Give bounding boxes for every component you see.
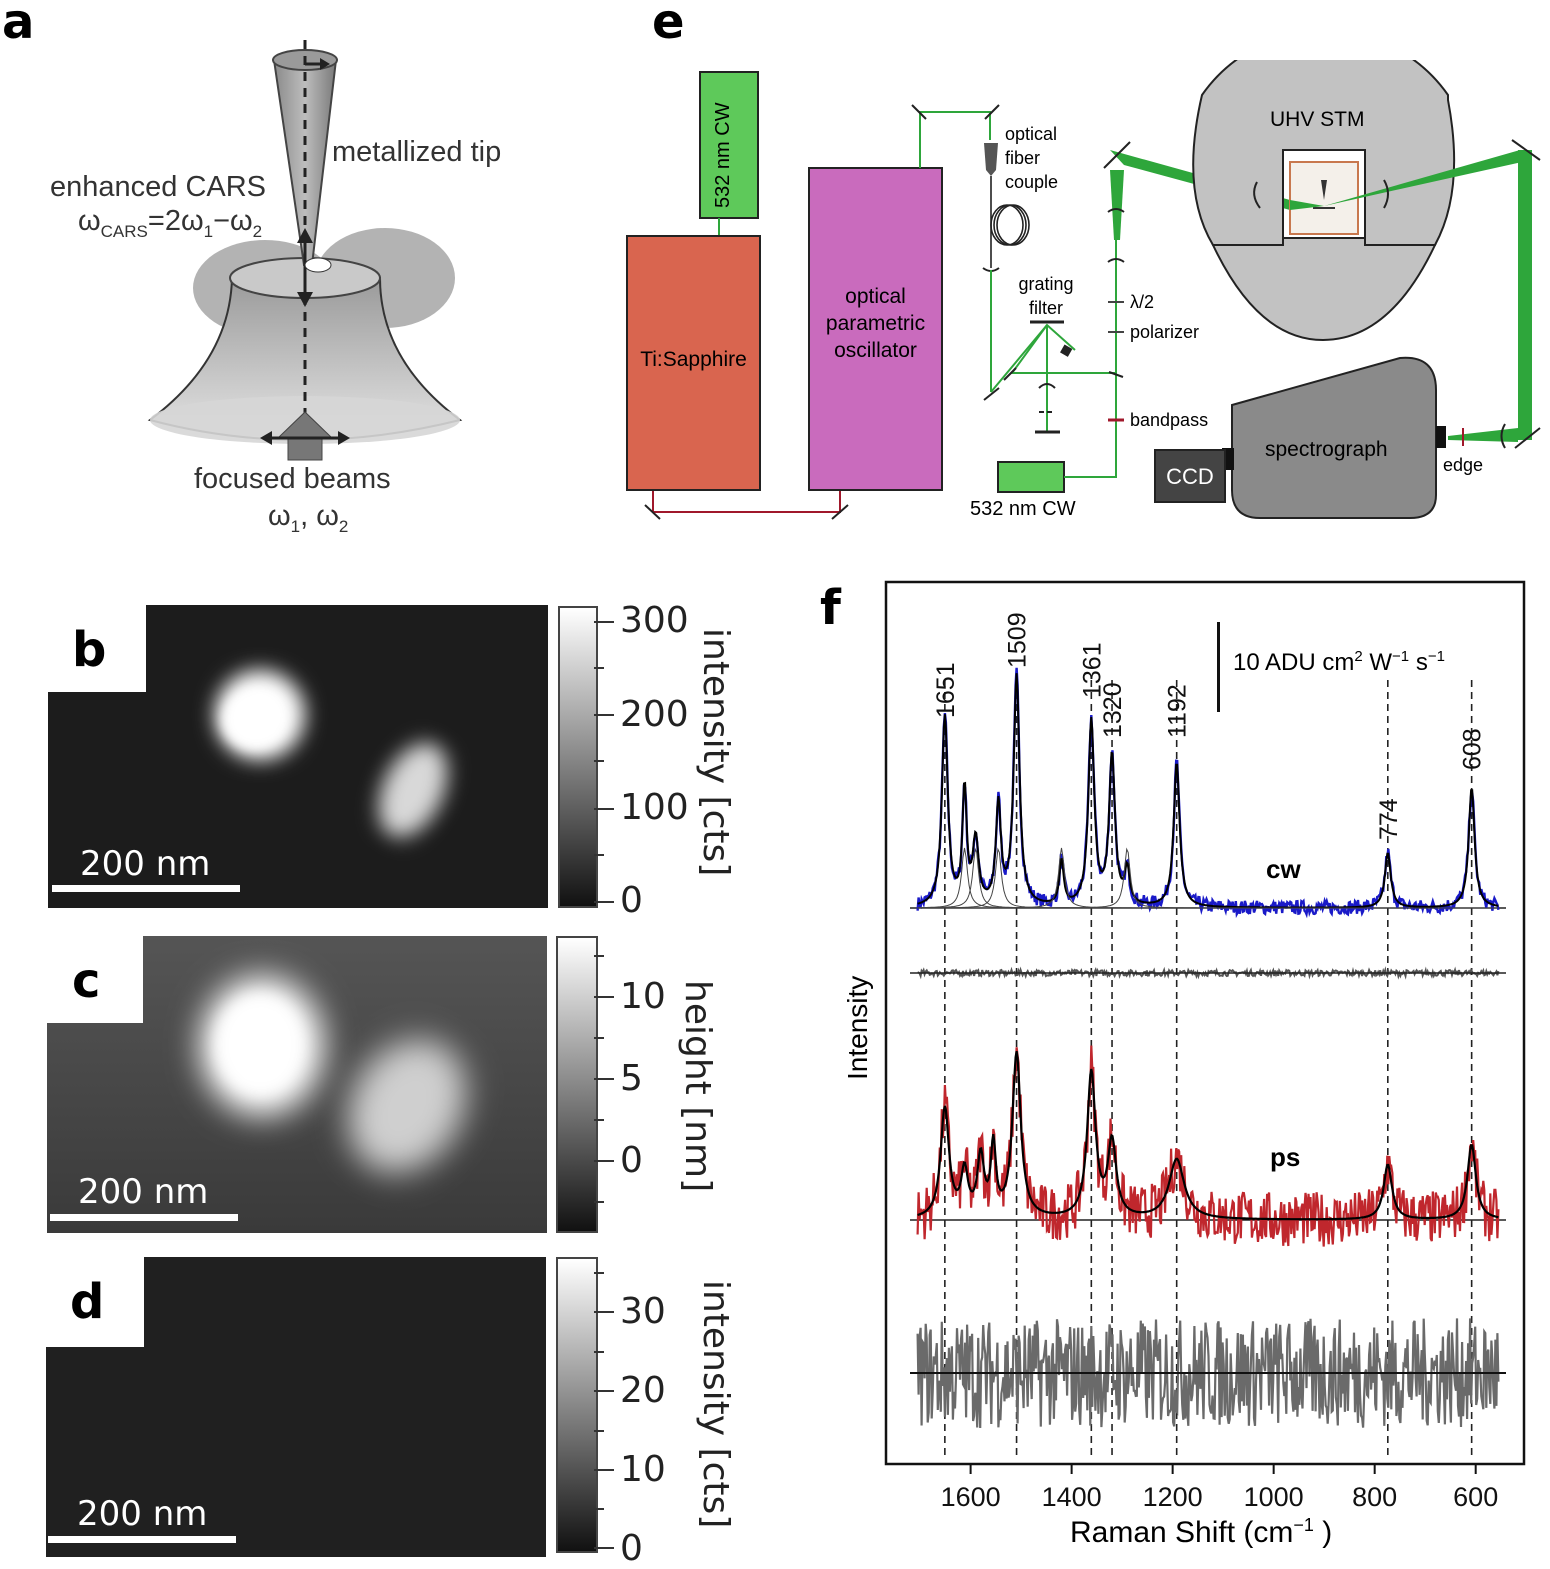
scale-bar-d: [48, 1536, 236, 1543]
colorbar-label-d: intensity [cts]: [695, 1280, 736, 1529]
colorbar-tick-c-1: 5: [620, 1058, 643, 1099]
colorbar-tick-b-1: 200: [620, 694, 689, 735]
tip-enhanced-intensity-map: [48, 605, 548, 908]
cw-laser-bottom-label: 532 nm CW: [970, 498, 1076, 520]
polarizer-label: polarizer: [1130, 322, 1200, 342]
peak-label-1651: 1651: [932, 662, 960, 718]
colorbar-b: [558, 606, 598, 908]
scale-bar-label-d: 200 nm: [77, 1494, 208, 1534]
cw-laser-bottom: [997, 461, 1065, 493]
cw-laser-top: [699, 71, 759, 219]
x-tick-label-1000: 1000: [1244, 1482, 1304, 1512]
trace-label-ps: ps: [1270, 1142, 1301, 1172]
panel-label-a: a: [2, 0, 35, 50]
cw-trace: [916, 667, 1500, 919]
tip-enhanced-cars-schematic: [147, 40, 463, 461]
cars-formula: ωCARS=2ω1−ω2: [78, 205, 263, 241]
beams-frequencies: ω1, ω2: [268, 500, 349, 536]
scale-bar-label-c: 200 nm: [78, 1172, 209, 1212]
x-tick-label-1400: 1400: [1042, 1482, 1102, 1512]
fiber-couple-label: optical fiber couple: [1005, 124, 1059, 192]
scale-bar-label-b: 200 nm: [80, 844, 211, 884]
ti-sapphire-laser: [626, 235, 761, 491]
cw-laser-top-label: 532 nm CW: [712, 102, 734, 208]
colorbar-label-b: intensity [cts]: [695, 628, 736, 877]
cw-fit: [917, 673, 1499, 909]
ps-residual-trace: [916, 1318, 1500, 1429]
colorbar-tick-d-0: 30: [620, 1291, 666, 1332]
colorbar-label-c: height [nm]: [677, 980, 718, 1193]
colorbar-tick-b-2: 100: [620, 787, 689, 828]
trace-label-cw: cw: [1266, 854, 1301, 884]
tip-label: metallized tip: [332, 136, 502, 168]
colorbar-tick-b-3: 0: [620, 880, 643, 921]
x-tick-label-1200: 1200: [1143, 1482, 1203, 1512]
colorbar-ticks-c: [594, 955, 614, 1203]
opo-box: [808, 167, 943, 491]
opo-label: optical parametric oscillator: [825, 285, 926, 362]
panel-label-b: b: [72, 622, 107, 678]
colorbar-tick-d-1: 20: [620, 1370, 666, 1411]
spectrograph-label: spectrograph: [1265, 438, 1388, 461]
ti-sapphire-label: Ti:Sapphire: [640, 348, 747, 371]
ccd-camera: [1154, 449, 1226, 503]
colorbar-tick-b-0: 300: [620, 600, 689, 641]
panel-label-e: e: [652, 0, 685, 50]
peak-label-608: 608: [1459, 728, 1487, 770]
optical-setup-diagram: [626, 60, 1541, 520]
panel-label-d: d: [70, 1274, 105, 1330]
half-wave-plate-label: λ/2: [1130, 292, 1155, 312]
y-axis-label: Intensity: [842, 975, 873, 1080]
peak-label-1509: 1509: [1004, 612, 1032, 668]
sync-line: [652, 490, 841, 513]
colorbar-ticks-d: [594, 1272, 614, 1549]
colorbar-ticks-b: [594, 621, 614, 903]
colorbar-tick-d-2: 10: [620, 1449, 666, 1490]
uhv-stm-chamber: [1192, 60, 1456, 246]
panel-label-c: c: [72, 953, 101, 1009]
far-field-intensity-map: [46, 1257, 546, 1557]
ps-fit: [917, 1051, 1499, 1221]
intensity-scale-bar: [1217, 622, 1220, 712]
colorbar-c: [556, 936, 598, 1233]
colorbar-d: [556, 1257, 598, 1553]
scale-bar-b: [52, 885, 240, 892]
x-tick-label-600: 600: [1453, 1482, 1498, 1512]
colorbar-tick-c-2: 0: [620, 1140, 643, 1181]
cw-component-1290: [917, 847, 1498, 909]
spectrograph-body: [1231, 356, 1437, 519]
panel-label-f: f: [820, 580, 841, 636]
bandpass-label: bandpass: [1130, 410, 1209, 430]
scale-bar-c: [50, 1214, 238, 1221]
ccd-label: CCD: [1166, 464, 1214, 489]
colorbar-tick-d-3: 0: [620, 1528, 643, 1569]
x-axis-label: Raman Shift (cm−1 ): [1070, 1515, 1333, 1549]
x-tick-label-800: 800: [1352, 1482, 1397, 1512]
x-tick-label-1600: 1600: [941, 1482, 1001, 1512]
edge-filter-label: edge: [1443, 455, 1484, 475]
plot-frame: [884, 580, 1526, 1466]
uhv-stm-label: UHV STM: [1270, 108, 1365, 131]
grating-filter-label: grating filter: [1018, 274, 1074, 318]
colorbar-tick-c-0: 10: [620, 976, 666, 1017]
peak-label-1361: 1361: [1078, 642, 1106, 698]
beams-label: focused beams: [194, 463, 391, 495]
intensity-scale-label: 10 ADU cm2 W−1 s−1: [1233, 648, 1445, 676]
cars-label: enhanced CARS: [50, 171, 267, 203]
peak-label-1320: 1320: [1099, 682, 1127, 738]
peak-label-774: 774: [1375, 798, 1403, 840]
topography-map: [47, 936, 547, 1233]
peak-label-1192: 1192: [1164, 684, 1192, 738]
